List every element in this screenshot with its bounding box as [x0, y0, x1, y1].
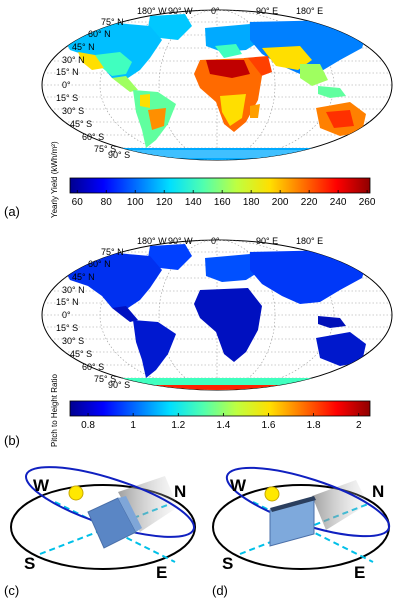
lon-label: 180° W	[137, 236, 167, 246]
lon-label: 180° E	[296, 6, 323, 16]
colorbar-gradient	[69, 400, 371, 417]
panel-label: (b)	[4, 433, 20, 448]
lat-label: 75° S	[94, 374, 116, 384]
lat-label: 15° N	[56, 297, 79, 307]
lat-label: 60° N	[88, 29, 111, 39]
colorbar-ticks: 60 80 100 120 140 160 180 200 220 240 260	[72, 190, 376, 208]
colorbar-tick-label: 200	[272, 197, 289, 208]
colorbar-tick-label: 0.8	[81, 420, 95, 431]
map-a: 180° W 90° W 0° 90° E 180° E 75° N 60° N…	[4, 6, 393, 219]
colorbar-tick-label: 80	[101, 197, 113, 208]
lon-label: 90° W	[168, 6, 193, 16]
colorbar-tick-label: 140	[185, 197, 202, 208]
panel-label: (a)	[4, 204, 20, 219]
lat-label: 30° S	[62, 336, 84, 346]
lat-labels: 75° N 60° N 45° N 30° N 15° N 0° 15° S 3…	[56, 17, 130, 160]
lon-label: 180° W	[137, 6, 167, 16]
colorbar-tick-label: 1.2	[171, 420, 185, 431]
direction-w: W	[33, 476, 50, 495]
top-lon-labels: 180° W 90° W 0° 90° E 180° E	[137, 236, 323, 246]
panel-label: (c)	[4, 583, 19, 598]
colorbar-tick-label: 120	[156, 197, 173, 208]
panel-label: (d)	[212, 583, 228, 598]
colorbar: 60 80 100 120 140 160 180 200 220 240 260	[69, 177, 376, 208]
lon-label: 0°	[211, 6, 220, 16]
colorbar-tick-label: 1.6	[262, 420, 276, 431]
direction-n: N	[372, 482, 384, 501]
sun-path-diagram: W N S E (d)	[212, 466, 391, 598]
lat-label: 0°	[62, 310, 71, 320]
map-b: 180° W 90° W 0° 90° E 180° E 75° N 60° N…	[4, 236, 393, 448]
lat-label: 15° S	[56, 323, 78, 333]
direction-e: E	[156, 563, 167, 582]
lat-label: 45° S	[70, 119, 92, 129]
colorbar-tick-label: 1.8	[307, 420, 321, 431]
diagram-c: W N S E (c)	[0, 452, 208, 603]
lat-label: 45° S	[70, 349, 92, 359]
lon-label: 0°	[211, 236, 220, 246]
colorbar-gradient	[69, 177, 371, 194]
lat-label: 90° S	[108, 150, 130, 160]
axis-line	[39, 503, 171, 555]
diagram-d: W N S E (d)	[208, 452, 416, 603]
lon-label: 90° E	[256, 6, 278, 16]
colorbar-tick-label: 60	[72, 197, 84, 208]
sun-icon	[264, 486, 280, 502]
colorbar-tick-label: 220	[301, 197, 318, 208]
lon-label: 90° E	[256, 236, 278, 246]
sun-icon	[68, 485, 84, 501]
colorbar-ticks: 0.8 1 1.2 1.4 1.6 1.8 2	[81, 413, 362, 431]
colorbar-tick-label: 160	[214, 197, 231, 208]
colorbar-tick-label: 260	[359, 197, 376, 208]
direction-e: E	[354, 563, 365, 582]
lat-label: 15° N	[56, 67, 79, 77]
direction-w: W	[230, 476, 247, 495]
lat-label: 75° S	[94, 144, 116, 154]
colorbar-tick-label: 100	[127, 197, 144, 208]
colorbar-tick-label: 180	[243, 197, 260, 208]
colorbar-tick-label: 1	[130, 420, 136, 431]
lat-label: 75° N	[101, 17, 124, 27]
sun-path-diagram: W N S E (c)	[4, 466, 196, 598]
lat-labels: 75° N 60° N 45° N 30° N 15° N 0° 15° S 3…	[56, 247, 130, 390]
lat-label: 30° N	[62, 55, 85, 65]
lat-label: 30° N	[62, 285, 85, 295]
panel-a: 180° W 90° W 0° 90° E 180° E 75° N 60° N…	[0, 0, 416, 240]
direction-s: S	[222, 554, 233, 573]
land-masses	[60, 14, 380, 160]
solar-panel-edge	[118, 496, 142, 532]
lat-label: 15° S	[56, 93, 78, 103]
lon-label: 90° W	[168, 236, 193, 246]
lat-label: 60° S	[82, 132, 104, 142]
solar-panel-edge	[270, 496, 316, 512]
lat-label: 45° N	[72, 272, 95, 282]
lat-label: 0°	[62, 80, 71, 90]
lat-label: 45° N	[72, 42, 95, 52]
lat-label: 60° S	[82, 362, 104, 372]
lat-label: 30° S	[62, 106, 84, 116]
lat-label: 60° N	[88, 259, 111, 269]
lat-label: 75° N	[101, 247, 124, 257]
top-lon-labels: 180° W 90° W 0° 90° E 180° E	[137, 6, 323, 16]
direction-s: S	[24, 554, 35, 573]
panel-shadow	[312, 480, 368, 530]
lon-label: 180° E	[296, 236, 323, 246]
lat-label: 90° S	[108, 380, 130, 390]
colorbar-label: Yearly Yield (kWh/m²)	[50, 141, 59, 218]
direction-n: N	[174, 482, 186, 501]
colorbar-tick-label: 1.4	[216, 420, 230, 431]
colorbar-label: Pitch to Height Ratio	[50, 374, 59, 447]
colorbar: 0.8 1 1.2 1.4 1.6 1.8 2	[69, 400, 371, 431]
colorbar-tick-label: 240	[330, 197, 347, 208]
axis-line	[54, 501, 176, 563]
colorbar-tick-label: 2	[356, 420, 362, 431]
panel-b: 180° W 90° W 0° 90° E 180° E 75° N 60° N…	[0, 235, 416, 450]
